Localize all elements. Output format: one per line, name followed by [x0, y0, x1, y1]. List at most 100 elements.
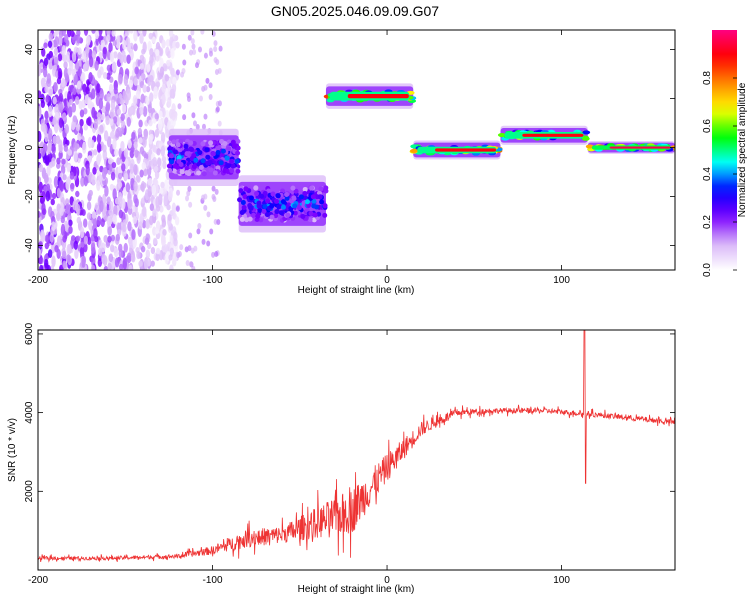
- spectrogram-cell: [124, 158, 129, 167]
- spectrogram-cell: [174, 216, 180, 226]
- spectrogram-cell: [213, 45, 218, 52]
- spectrogram-segment: [237, 175, 329, 233]
- spectrogram-cell: [98, 239, 103, 250]
- spectrogram-cell: [311, 203, 317, 209]
- colorbar-tick-label: 0.4: [702, 167, 713, 181]
- spectrogram-cell: [172, 149, 178, 155]
- spectrogram-cell: [115, 233, 120, 242]
- spectrogram-cell: [308, 211, 314, 217]
- spectrogram-cell: [149, 92, 154, 103]
- spectrogram-cell: [155, 247, 161, 255]
- spectrogram-cell: [67, 67, 72, 76]
- spectrogram-cell: [61, 77, 66, 88]
- chart-title: GN05.2025.046.09.09.G07: [271, 3, 439, 19]
- spectrogram-cell: [38, 241, 43, 248]
- spectrogram-segment: [585, 141, 675, 154]
- spectrogram-cell: [150, 247, 156, 255]
- spectrogram-cell: [158, 47, 164, 57]
- spectrogram-cell: [116, 97, 121, 105]
- spectrogram-cell: [51, 255, 56, 268]
- spectrogram-cell: [141, 150, 147, 157]
- spectrogram-cell: [96, 133, 102, 144]
- spectrogram-cell: [75, 123, 81, 132]
- spectrogram-cell: [39, 62, 44, 70]
- spectrogram-cell: [81, 99, 86, 109]
- spectrogram-cell: [141, 72, 146, 80]
- spectrogram-y-tick-label: -20: [24, 189, 35, 204]
- spectrogram-cell: [85, 86, 90, 95]
- spectrogram-cell: [265, 198, 271, 204]
- spectrogram-cell: [234, 158, 240, 164]
- spectrogram-cell: [129, 106, 134, 115]
- spectrogram-cell: [203, 204, 208, 211]
- spectrogram-cell: [74, 95, 80, 105]
- spectrogram-cell: [189, 155, 195, 161]
- spectrogram-cell: [149, 74, 154, 83]
- spectrogram-cell: [102, 71, 108, 79]
- spectrogram-cell: [97, 69, 102, 79]
- spectrogram-cell: [80, 72, 86, 82]
- spectrogram-cell: [113, 204, 118, 217]
- spectrogram-cell: [113, 148, 119, 157]
- spectrogram-cell: [94, 60, 99, 71]
- spectrogram-cell: [58, 34, 63, 46]
- spectrogram-cell: [43, 42, 48, 49]
- spectrogram-cell: [118, 73, 123, 85]
- spectrogram-cell: [107, 225, 113, 236]
- spectrogram-cell: [164, 179, 169, 190]
- spectrogram-cell: [38, 200, 41, 209]
- spectrogram-cell: [132, 95, 138, 106]
- spectrogram-cell: [113, 86, 118, 95]
- spectrogram-cell: [70, 182, 75, 190]
- snr-y-tick-label: 4000: [24, 401, 35, 424]
- spectrogram-y-tick-label: 0: [24, 144, 35, 150]
- spectrogram-cell: [107, 157, 113, 165]
- spectrogram-cell: [188, 201, 193, 208]
- spectrogram-cell: [213, 40, 218, 47]
- spectrogram-cell: [201, 171, 207, 177]
- spectrogram-cell: [149, 133, 154, 141]
- spectrogram-cell: [38, 181, 43, 193]
- spectrogram-cell: [77, 152, 83, 159]
- spectrogram-cell: [208, 50, 213, 57]
- spectrogram-cell: [224, 155, 230, 161]
- spectrogram-cell: [142, 106, 148, 117]
- spectrogram-cell: [41, 77, 47, 84]
- spectrogram-cell: [103, 265, 109, 270]
- spectrogram-cell: [189, 261, 194, 268]
- spectrogram-cell: [38, 106, 42, 117]
- spectrogram-cell: [123, 73, 129, 86]
- spectrogram-cell: [186, 92, 191, 99]
- spectrogram-cell: [198, 164, 204, 170]
- spectrogram-cell: [176, 252, 181, 259]
- spectrogram-cell: [167, 96, 172, 108]
- spectrogram-cell: [217, 100, 222, 107]
- spectrogram-cell: [187, 34, 192, 41]
- spectrogram-cell: [121, 103, 127, 114]
- colorbar-tick-label: 0.0: [702, 263, 713, 277]
- spectrogram-cell: [112, 188, 117, 200]
- spectrogram-cell: [38, 163, 44, 173]
- spectrogram-cell: [42, 67, 48, 78]
- spectrogram-cell: [134, 66, 139, 75]
- spectrogram-cell: [133, 43, 138, 52]
- spectrogram-cell: [237, 197, 243, 203]
- spectrogram-cell: [40, 230, 46, 243]
- spectrogram-cell: [161, 218, 167, 228]
- spectrogram-cell: [241, 205, 247, 211]
- spectrogram-cell: [66, 254, 71, 263]
- spectrogram-cell: [138, 260, 143, 267]
- spectrogram-cell: [143, 258, 149, 270]
- spectrogram-cell: [44, 234, 49, 243]
- spectrogram-cell: [278, 210, 284, 216]
- spectrogram-cell: [41, 208, 47, 216]
- spectrogram-cell: [64, 124, 70, 134]
- spectrogram-cell: [247, 216, 253, 222]
- spectrogram-y-tick-label: 20: [24, 93, 35, 105]
- spectrogram-segment: [166, 128, 241, 186]
- spectrogram-cell: [204, 147, 210, 153]
- spectrogram-cell: [120, 113, 125, 121]
- spectrogram-cell: [62, 174, 67, 181]
- spectrogram-cell: [188, 232, 193, 239]
- spectrogram-cell: [111, 30, 116, 37]
